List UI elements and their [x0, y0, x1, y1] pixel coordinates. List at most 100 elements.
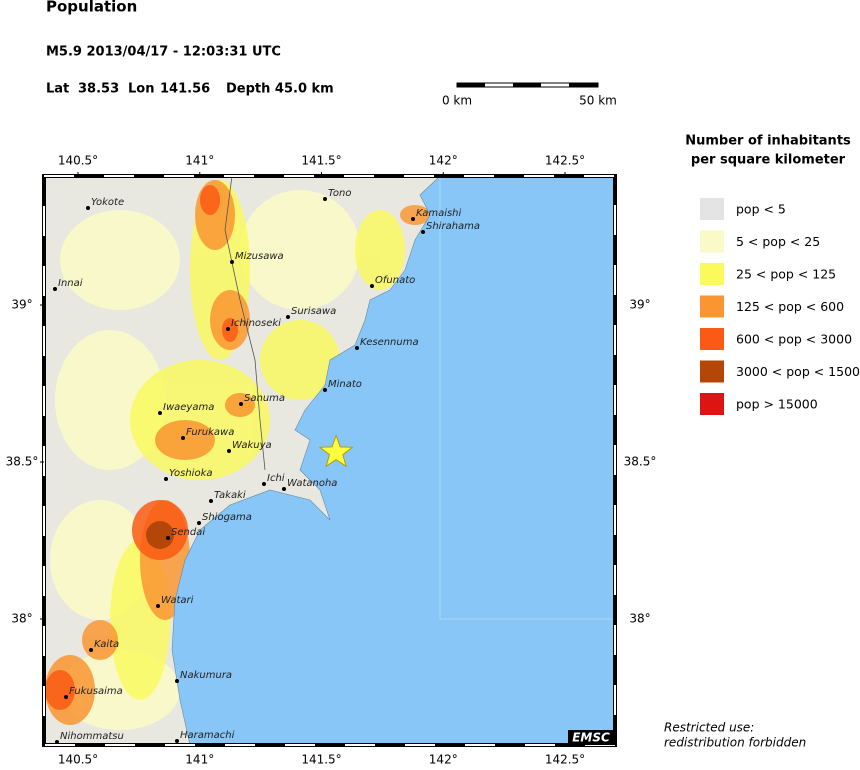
city-dot — [64, 695, 68, 699]
city-dot — [370, 284, 374, 288]
city-label: Fukusaima — [69, 686, 123, 697]
city-dot — [166, 536, 170, 540]
city-dot — [227, 449, 231, 453]
city-label: Takaki — [214, 490, 246, 501]
lon-tick-label: 140.5° — [58, 753, 98, 767]
lon-value: 141.56 — [160, 82, 210, 97]
city-label: Kamaishi — [416, 208, 462, 219]
city-dot — [421, 230, 425, 234]
map-frame-dash — [43, 175, 616, 746]
city-dot — [355, 346, 359, 350]
legend-label: 25 < pop < 125 — [736, 267, 836, 282]
epicenter — [318, 434, 354, 468]
legend-swatch — [700, 328, 724, 350]
legend-swatch — [700, 393, 724, 415]
badge: EMSC — [572, 731, 610, 745]
legend-swatch — [700, 198, 724, 220]
city-label: Shirahama — [426, 221, 480, 232]
legend-title: Number of inhabitants — [685, 134, 851, 149]
notice: redistribution forbidden — [664, 736, 806, 750]
lon-tick-label: 141.5° — [301, 154, 341, 168]
city-label: Nakumura — [180, 670, 232, 681]
lon-tick-label: 142° — [429, 154, 458, 168]
lon-tick-label: 141° — [185, 154, 214, 168]
city-dot — [156, 604, 160, 608]
lon-tick-label: 142.5° — [545, 154, 585, 168]
city-label: Watari — [161, 595, 194, 606]
legend-label: 125 < pop < 600 — [736, 299, 844, 314]
badge-bg — [568, 730, 615, 745]
city-label: Kaita — [94, 639, 119, 650]
city-dot — [175, 679, 179, 683]
city-label: Mizusawa — [235, 251, 284, 262]
legend-label: 600 < pop < 3000 — [736, 332, 852, 347]
legend-swatch — [700, 295, 724, 318]
event: M5.9 2013/04/17 - 12:03:31 UTC — [46, 45, 281, 60]
legend-title: per square kilometer — [691, 153, 846, 168]
lon-label: Lon — [128, 82, 154, 97]
lat-tick-label: 38° — [629, 612, 650, 626]
city-label: Sanuma — [244, 393, 285, 404]
lat-tick-label: 38.5° — [624, 455, 657, 469]
city-label: Tono — [328, 188, 351, 199]
cities: Yokote Tono Kamaishi Shirahama Mizusawa Innai… — [53, 188, 480, 744]
lat-tick-label: 39° — [11, 298, 32, 312]
city-dot — [411, 217, 415, 221]
lat-label: Lat — [46, 82, 69, 97]
city-dot — [197, 521, 201, 525]
city-dot — [323, 388, 327, 392]
city-dot — [226, 327, 230, 331]
city-label: Ofunato — [375, 275, 415, 286]
legend-label: 3000 < pop < 15000 — [736, 364, 860, 379]
lat-tick-label: 38° — [11, 612, 32, 626]
city-label: Iwaeyama — [163, 402, 214, 413]
lon-tick-label: 142.5° — [545, 753, 585, 767]
city-label: Nihommatsu — [60, 731, 124, 742]
city-label: Sendai — [171, 527, 205, 538]
scale-end: 50 km — [579, 94, 617, 108]
city-dot — [158, 411, 162, 415]
city-dot — [175, 739, 179, 743]
city-label: Minato — [328, 379, 362, 390]
city-label: Ichinoseki — [231, 318, 281, 329]
city-label: Surisawa — [291, 306, 336, 317]
lon-tick-label: 142° — [429, 753, 458, 767]
city-label: Furukawa — [186, 427, 234, 438]
city-dot — [209, 499, 213, 503]
scale-bar — [456, 82, 599, 88]
lon-tick-label: 141.5° — [301, 753, 341, 767]
city-dot — [262, 482, 266, 486]
city-dot — [230, 260, 234, 264]
city-dot — [53, 287, 57, 291]
depth: Depth 45.0 km — [226, 82, 334, 97]
city-label: Shiogama — [202, 512, 252, 523]
city-label: Haramachi — [180, 730, 235, 741]
city-dot — [164, 477, 168, 481]
legend-swatch — [700, 360, 724, 383]
city-label: Yokote — [91, 197, 124, 208]
lon-tick-label: 140.5° — [58, 154, 98, 168]
city-label: Watanoha — [287, 478, 337, 489]
city-dot — [86, 206, 90, 210]
lat-tick-label: 38.5° — [6, 455, 39, 469]
city-dot — [239, 402, 243, 406]
city-label: Kesennuma — [360, 337, 419, 348]
city-label: Innai — [58, 278, 83, 289]
city-dot — [282, 487, 286, 491]
city-label: Wakuya — [232, 440, 272, 451]
legend-label: pop < 5 — [736, 202, 786, 217]
lon-tick-label: 141° — [185, 753, 214, 767]
legend-label: 5 < pop < 25 — [736, 234, 820, 249]
city-label: Yoshioka — [169, 468, 213, 479]
title: Population — [46, 0, 137, 16]
legend-swatch — [700, 230, 724, 253]
city-dot — [286, 315, 290, 319]
city-label: Ichi — [267, 473, 285, 484]
city-dot — [55, 740, 59, 744]
legend-swatch — [700, 263, 724, 285]
city-dot — [181, 436, 185, 440]
lat-value: 38.53 — [78, 82, 119, 97]
city-dot — [323, 197, 327, 201]
legend-label: pop > 15000 — [736, 397, 818, 412]
